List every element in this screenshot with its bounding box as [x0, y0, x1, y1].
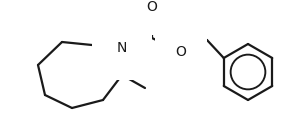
Text: O: O: [146, 0, 157, 14]
Text: N: N: [117, 41, 127, 55]
Text: O: O: [175, 45, 186, 59]
